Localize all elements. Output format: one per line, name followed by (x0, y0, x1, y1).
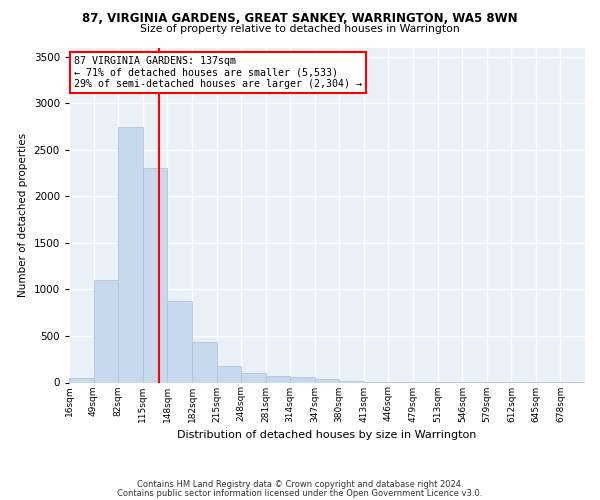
Bar (69, 378, 94, 382)
X-axis label: Distribution of detached houses by size in Warrington: Distribution of detached houses by size … (178, 430, 476, 440)
Bar (143, 168, 167, 382)
Text: Contains public sector information licensed under the Open Government Licence v3: Contains public sector information licen… (118, 488, 482, 498)
Bar (241, 373, 266, 382)
Text: Size of property relative to detached houses in Warrington: Size of property relative to detached ho… (140, 24, 460, 34)
Bar (290, 378, 315, 382)
Text: Contains HM Land Registry data © Crown copyright and database right 2024.: Contains HM Land Registry data © Crown c… (137, 480, 463, 489)
Bar (266, 376, 290, 382)
Y-axis label: Number of detached properties: Number of detached properties (18, 133, 28, 297)
Bar (94, 280, 118, 382)
Bar (315, 379, 339, 382)
Bar (118, 127, 143, 382)
Bar (217, 366, 241, 382)
Bar (167, 300, 192, 382)
Bar (192, 342, 217, 382)
Bar (339, 380, 364, 382)
Text: 87 VIRGINIA GARDENS: 137sqm
← 71% of detached houses are smaller (5,533)
29% of : 87 VIRGINIA GARDENS: 137sqm ← 71% of det… (74, 56, 362, 89)
Text: 87, VIRGINIA GARDENS, GREAT SANKEY, WARRINGTON, WA5 8WN: 87, VIRGINIA GARDENS, GREAT SANKEY, WARR… (82, 12, 518, 26)
